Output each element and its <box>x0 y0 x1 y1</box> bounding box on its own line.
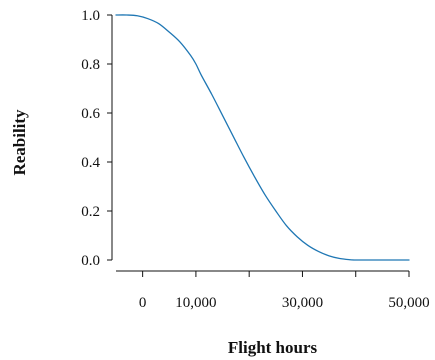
x-tick-label: 0 <box>139 295 147 311</box>
y-tick-label: 0.4 <box>81 155 100 171</box>
y-tick-label: 0.0 <box>81 253 100 269</box>
x-tick-label: 50,000 <box>388 295 429 311</box>
y-tick-label: 0.8 <box>81 57 100 73</box>
x-tick-label: 10,000 <box>175 295 216 311</box>
reliability-curve <box>115 14 410 261</box>
y-tick-label: 1.0 <box>81 8 100 24</box>
y-axis-title: Reability <box>10 109 29 176</box>
y-ticks: 0.0 0.2 0.4 0.6 0.8 1.0 <box>81 8 112 269</box>
x-ticks: 0 10,000 30,000 50,000 <box>139 271 430 311</box>
x-axis-title: Flight hours <box>228 338 318 357</box>
axes <box>111 15 409 272</box>
y-tick-label: 0.2 <box>81 204 100 220</box>
y-tick-label: 0.6 <box>81 106 100 122</box>
series-layer <box>115 14 410 261</box>
x-tick-label: 30,000 <box>282 295 323 311</box>
